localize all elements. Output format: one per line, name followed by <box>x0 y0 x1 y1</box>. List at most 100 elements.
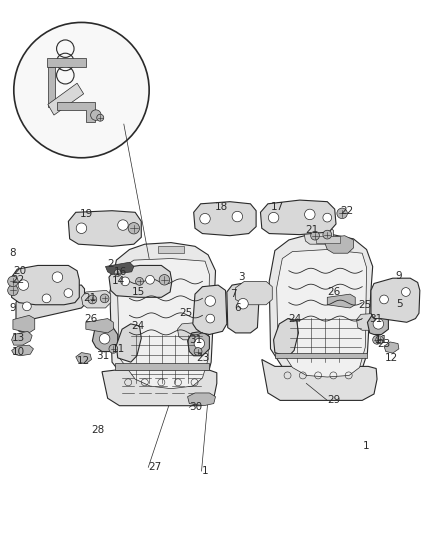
Polygon shape <box>46 58 86 67</box>
Polygon shape <box>371 278 420 322</box>
Polygon shape <box>187 393 215 406</box>
Text: 5: 5 <box>396 298 403 309</box>
Polygon shape <box>316 236 340 243</box>
Polygon shape <box>117 324 141 362</box>
Polygon shape <box>262 359 377 400</box>
Polygon shape <box>48 83 84 115</box>
Circle shape <box>304 209 315 220</box>
Text: 20: 20 <box>13 266 26 276</box>
Circle shape <box>238 298 248 309</box>
Polygon shape <box>274 319 298 357</box>
Circle shape <box>100 294 109 303</box>
Circle shape <box>206 314 215 323</box>
Polygon shape <box>357 313 385 330</box>
Circle shape <box>268 212 279 223</box>
Circle shape <box>91 110 101 120</box>
Circle shape <box>402 288 410 296</box>
Polygon shape <box>48 67 55 107</box>
Text: 28: 28 <box>92 425 105 435</box>
Polygon shape <box>102 370 217 406</box>
Polygon shape <box>261 200 336 235</box>
Text: 26: 26 <box>327 287 340 297</box>
Polygon shape <box>106 262 134 274</box>
Circle shape <box>99 334 110 344</box>
Text: 8: 8 <box>10 248 16 258</box>
Text: 23: 23 <box>196 353 209 363</box>
Circle shape <box>194 348 202 356</box>
Circle shape <box>200 213 210 224</box>
Text: 31: 31 <box>189 335 202 345</box>
Circle shape <box>136 278 144 285</box>
Text: 22: 22 <box>12 275 25 285</box>
Circle shape <box>337 208 347 219</box>
Text: 25: 25 <box>179 308 192 318</box>
Polygon shape <box>304 227 333 244</box>
Text: 27: 27 <box>148 462 162 472</box>
Text: 2: 2 <box>108 259 114 269</box>
Polygon shape <box>86 319 113 333</box>
Circle shape <box>42 294 51 303</box>
Polygon shape <box>177 322 206 340</box>
Text: 31: 31 <box>96 351 109 361</box>
Polygon shape <box>110 243 215 398</box>
Circle shape <box>14 22 149 158</box>
Text: 21: 21 <box>84 293 97 303</box>
Polygon shape <box>269 235 373 386</box>
Text: 22: 22 <box>340 206 353 216</box>
Circle shape <box>8 276 18 287</box>
Text: 3: 3 <box>239 272 245 282</box>
Circle shape <box>373 319 384 329</box>
Polygon shape <box>327 294 355 308</box>
Circle shape <box>323 213 332 222</box>
Text: 1: 1 <box>363 441 370 451</box>
Circle shape <box>376 336 384 344</box>
Text: 13: 13 <box>12 333 25 343</box>
Text: 11: 11 <box>375 335 389 345</box>
Text: 16: 16 <box>113 267 127 277</box>
Circle shape <box>194 338 205 349</box>
Text: 15: 15 <box>132 287 145 297</box>
Polygon shape <box>12 265 79 305</box>
Circle shape <box>373 335 381 344</box>
Polygon shape <box>277 249 367 377</box>
Polygon shape <box>227 282 259 333</box>
Circle shape <box>114 269 121 277</box>
Text: 9: 9 <box>10 303 16 313</box>
Polygon shape <box>109 265 172 297</box>
Text: 7: 7 <box>230 289 237 299</box>
Polygon shape <box>384 342 399 353</box>
Circle shape <box>88 295 97 304</box>
Text: 11: 11 <box>112 344 125 354</box>
Text: 31: 31 <box>370 313 383 324</box>
Polygon shape <box>236 281 272 305</box>
Circle shape <box>311 231 319 240</box>
Circle shape <box>8 285 18 296</box>
Text: 17: 17 <box>271 202 284 212</box>
Circle shape <box>323 230 332 239</box>
Circle shape <box>76 223 87 233</box>
Text: 21: 21 <box>305 225 319 236</box>
Polygon shape <box>68 211 141 246</box>
Polygon shape <box>158 246 184 253</box>
Circle shape <box>159 274 170 285</box>
Text: 29: 29 <box>327 395 340 406</box>
Text: 24: 24 <box>131 321 144 331</box>
Text: 23: 23 <box>377 338 390 349</box>
Text: 30: 30 <box>189 402 202 413</box>
Circle shape <box>64 289 73 297</box>
Text: 6: 6 <box>234 303 241 313</box>
Circle shape <box>128 223 140 234</box>
Circle shape <box>109 344 118 353</box>
Text: 9: 9 <box>396 271 403 281</box>
Circle shape <box>18 280 28 290</box>
Polygon shape <box>194 201 256 236</box>
Polygon shape <box>187 332 209 356</box>
Text: 10: 10 <box>12 346 25 357</box>
Polygon shape <box>76 352 92 364</box>
Polygon shape <box>115 363 209 370</box>
Circle shape <box>232 211 243 222</box>
Polygon shape <box>57 102 95 122</box>
Circle shape <box>97 114 104 121</box>
Polygon shape <box>325 236 353 253</box>
Circle shape <box>380 295 389 304</box>
